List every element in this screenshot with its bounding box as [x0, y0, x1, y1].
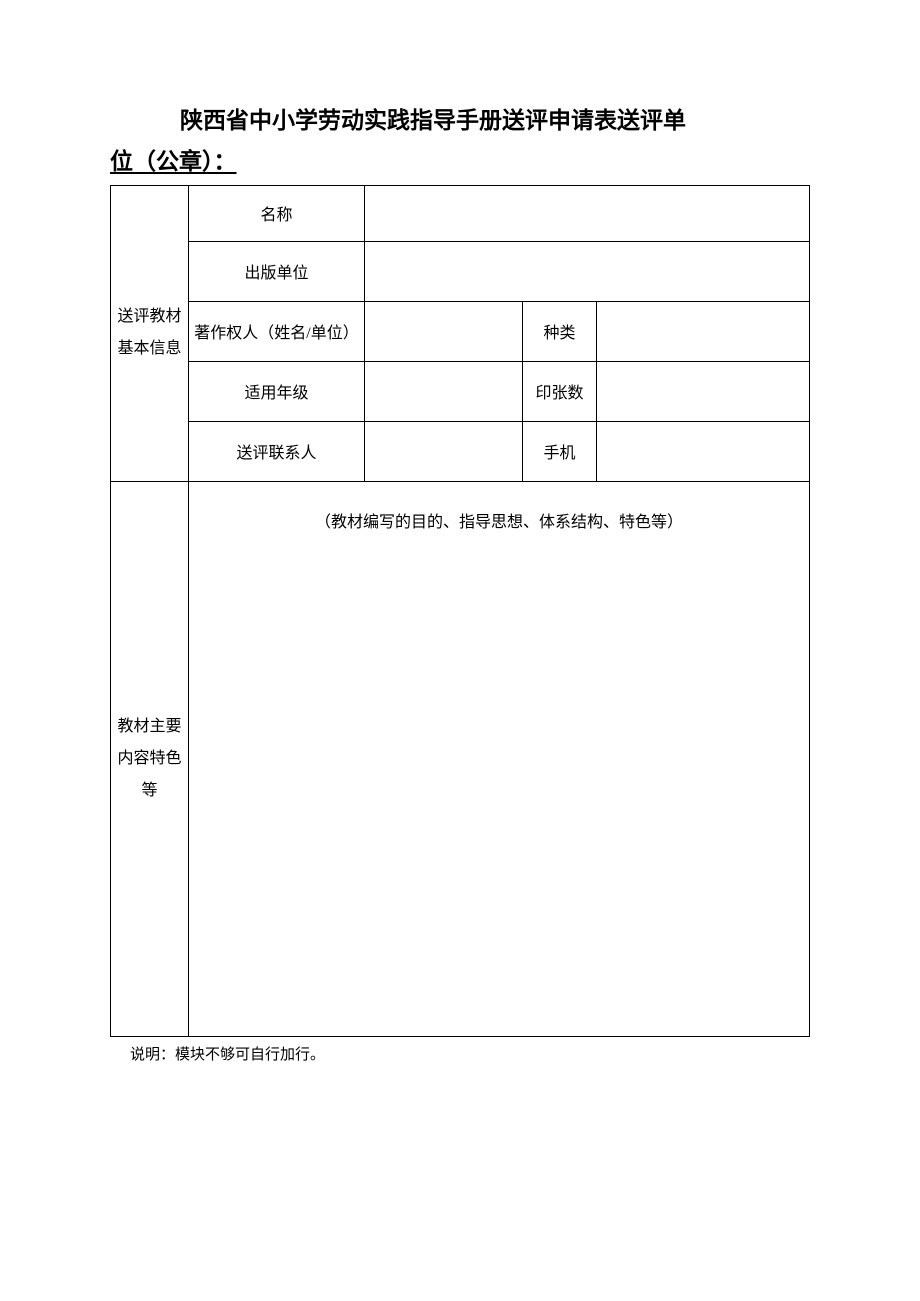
title-line-2: 位（公章）： — [110, 141, 810, 182]
section-basic-info-header: 送评教材基本信息 — [111, 185, 189, 481]
table-row: 送评联系人 手机 — [111, 421, 810, 481]
table-row: 出版单位 — [111, 241, 810, 301]
field-contact[interactable] — [365, 421, 523, 481]
label-publisher: 出版单位 — [189, 241, 365, 301]
field-phone[interactable] — [597, 421, 810, 481]
table-row: 适用年级 印张数 — [111, 361, 810, 421]
label-phone: 手机 — [523, 421, 597, 481]
label-sheets: 印张数 — [523, 361, 597, 421]
document-title: 陕西省中小学劳动实践指导手册送评申请表送评单 位（公章）： — [110, 100, 810, 183]
label-name: 名称 — [189, 185, 365, 241]
content-hint: （教材编写的目的、指导思想、体系结构、特色等） — [315, 514, 683, 531]
title-line-1: 陕西省中小学劳动实践指导手册送评申请表送评单 — [110, 100, 810, 141]
field-content-features[interactable]: （教材编写的目的、指导思想、体系结构、特色等） — [189, 481, 810, 1036]
field-category[interactable] — [597, 301, 810, 361]
field-name[interactable] — [365, 185, 810, 241]
table-row: 著作权人（姓名/单位） 种类 — [111, 301, 810, 361]
field-sheets[interactable] — [597, 361, 810, 421]
footnote: 说明：模块不够可自行加行。 — [110, 1043, 810, 1064]
label-copyright: 著作权人（姓名/单位） — [189, 301, 365, 361]
label-contact: 送评联系人 — [189, 421, 365, 481]
field-grade[interactable] — [365, 361, 523, 421]
table-row: 送评教材基本信息 名称 — [111, 185, 810, 241]
label-grade: 适用年级 — [189, 361, 365, 421]
field-copyright[interactable] — [365, 301, 523, 361]
table-row: 教材主要内容特色等 （教材编写的目的、指导思想、体系结构、特色等） — [111, 481, 810, 1036]
field-publisher[interactable] — [365, 241, 810, 301]
section-content-header: 教材主要内容特色等 — [111, 481, 189, 1036]
application-form-table: 送评教材基本信息 名称 出版单位 著作权人（姓名/单位） 种类 适用年级 印张数… — [110, 185, 810, 1037]
label-category: 种类 — [523, 301, 597, 361]
